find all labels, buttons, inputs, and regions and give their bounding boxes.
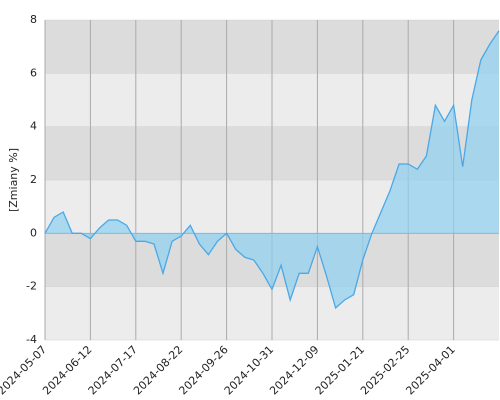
y-tick-label: 6 xyxy=(30,66,37,79)
line xyxy=(44,30,500,310)
x-tick-label: 2025-04-01 xyxy=(403,343,457,397)
y-tick-label: 4 xyxy=(30,120,37,133)
y-tick-label: -2 xyxy=(26,280,37,293)
y-tick-label: -4 xyxy=(26,333,37,346)
y-tick-label: 8 xyxy=(30,13,37,26)
y-tick-label: 2 xyxy=(30,173,37,186)
area-fill xyxy=(45,30,499,308)
y-axis-label: [Zmiany %] xyxy=(7,148,20,212)
y-tick-label: 0 xyxy=(30,226,37,239)
